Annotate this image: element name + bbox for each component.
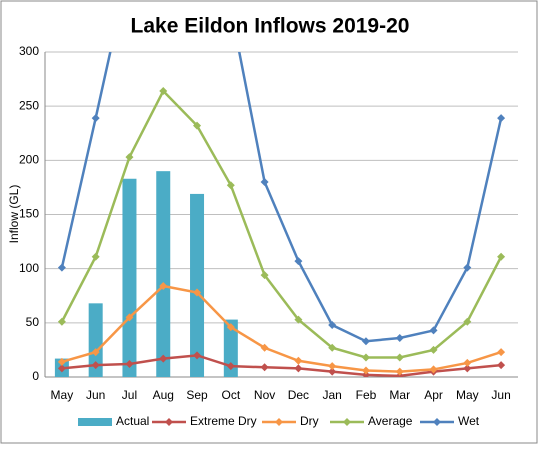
x-tick-label: Nov — [254, 388, 275, 402]
marker — [463, 364, 472, 373]
line — [61, 284, 502, 373]
marker — [497, 252, 506, 261]
bar — [223, 319, 238, 377]
marker — [57, 263, 66, 272]
x-tick-label: Apr — [424, 388, 443, 402]
marker — [193, 351, 202, 360]
x-tick-label: Sep — [186, 388, 208, 402]
chart-title: Lake Eildon Inflows 2019-20 — [131, 15, 410, 38]
marker — [429, 345, 438, 354]
y-tick-label: 0 — [32, 369, 39, 383]
x-tick-label: Dec — [288, 388, 309, 402]
legend-label: Dry — [300, 414, 319, 428]
marker — [395, 334, 404, 342]
marker — [361, 337, 370, 346]
marker — [260, 343, 269, 352]
marker — [497, 114, 506, 123]
bar — [190, 193, 205, 377]
line — [60, 88, 503, 359]
marker — [159, 282, 168, 290]
legend-swatch — [343, 418, 351, 426]
marker — [328, 367, 337, 376]
marker — [328, 343, 337, 352]
legend-swatch — [78, 418, 112, 426]
bar — [88, 303, 103, 377]
y-tick-label: 100 — [19, 261, 39, 275]
x-tick-label: Jan — [322, 388, 341, 402]
marker — [57, 364, 66, 373]
x-tick-label: Feb — [356, 388, 377, 402]
line — [61, 354, 502, 377]
marker — [226, 362, 235, 371]
marker — [260, 178, 269, 186]
legend-swatch — [433, 418, 441, 426]
marker — [429, 326, 438, 335]
y-tick-label: 150 — [19, 207, 39, 221]
marker — [91, 252, 100, 261]
x-tick-label: Jun — [491, 388, 510, 402]
marker — [125, 360, 134, 368]
legend-label: Average — [368, 414, 413, 428]
marker — [463, 263, 472, 272]
x-tick-label: Aug — [153, 388, 174, 402]
marker — [125, 313, 134, 322]
marker — [463, 317, 472, 326]
y-tick-label: 200 — [19, 153, 39, 167]
marker — [91, 114, 100, 123]
legend-swatch — [275, 418, 283, 426]
marker — [193, 288, 202, 297]
marker — [57, 357, 66, 366]
marker — [328, 362, 337, 371]
x-tick-label: Jul — [122, 388, 137, 402]
x-tick-label: May — [456, 388, 479, 402]
marker — [361, 353, 370, 362]
plot-area — [54, 52, 506, 377]
marker — [125, 153, 134, 162]
marker — [91, 348, 100, 357]
y-tick-label: 300 — [19, 44, 39, 58]
marker — [294, 364, 303, 373]
legend-swatch — [165, 418, 173, 426]
marker — [497, 361, 506, 370]
legend-label: Actual — [116, 414, 149, 428]
marker — [57, 317, 66, 326]
marker — [226, 181, 235, 190]
marker — [193, 121, 202, 130]
marker — [159, 354, 168, 363]
bar — [156, 171, 171, 377]
marker — [226, 323, 235, 332]
marker — [497, 348, 506, 357]
x-tick-label: Jun — [86, 388, 105, 402]
marker — [294, 257, 303, 266]
marker — [429, 365, 438, 374]
marker — [91, 361, 100, 370]
bar — [122, 178, 137, 377]
y-tick-label: 50 — [26, 315, 40, 329]
marker — [159, 87, 168, 95]
line — [60, 52, 503, 343]
y-axis-label: Inflow (GL) — [7, 185, 21, 244]
marker — [395, 367, 404, 376]
marker — [260, 363, 269, 372]
marker — [395, 353, 404, 362]
x-tick-label: May — [51, 388, 74, 402]
x-tick-label: Oct — [221, 388, 240, 402]
legend-label: Wet — [458, 414, 480, 428]
marker — [260, 271, 269, 280]
marker — [463, 358, 472, 367]
marker — [294, 315, 303, 324]
legend-label: Extreme Dry — [190, 414, 257, 428]
marker — [294, 356, 303, 365]
marker — [328, 321, 337, 329]
y-tick-label: 250 — [19, 98, 39, 112]
marker — [361, 366, 370, 375]
x-tick-label: Mar — [389, 388, 410, 402]
